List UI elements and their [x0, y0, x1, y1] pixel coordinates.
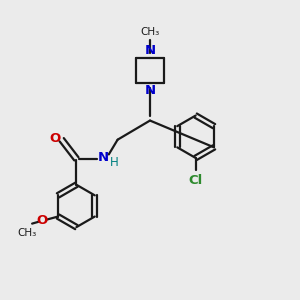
Text: N: N — [144, 44, 156, 56]
Text: CH₃: CH₃ — [140, 27, 160, 38]
Text: N: N — [144, 85, 156, 98]
Text: CH₃: CH₃ — [17, 228, 37, 238]
Text: Cl: Cl — [188, 174, 203, 187]
Text: H: H — [110, 156, 118, 169]
Text: N: N — [97, 151, 109, 164]
Text: O: O — [37, 214, 48, 226]
Text: O: O — [50, 132, 61, 145]
